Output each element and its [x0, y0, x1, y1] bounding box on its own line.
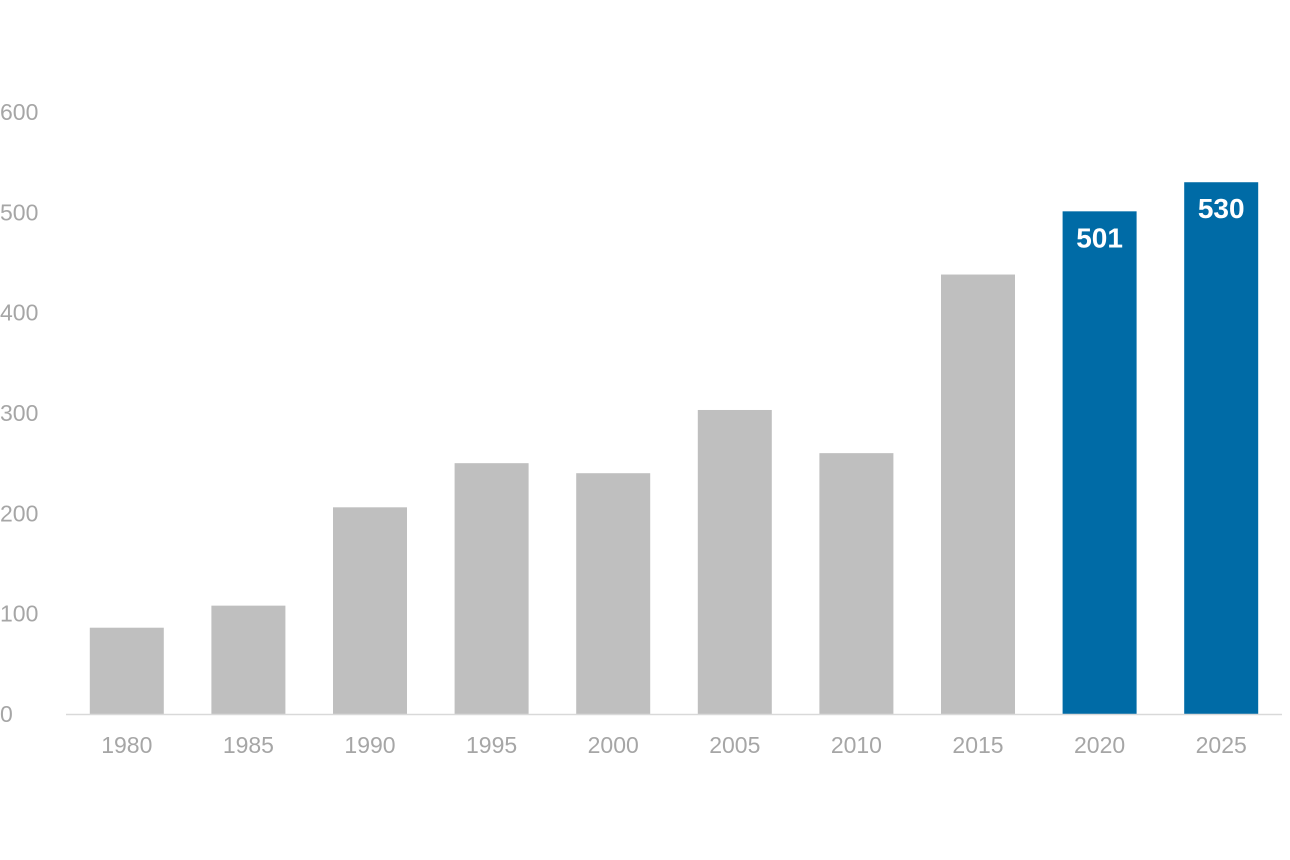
bar-2020 — [1062, 211, 1137, 714]
x-tick-label: 2005 — [709, 732, 760, 758]
x-tick-label: 2015 — [952, 732, 1003, 758]
x-tick-label: 2025 — [1196, 732, 1247, 758]
x-tick-label: 1995 — [466, 732, 517, 758]
x-tick-label: 2000 — [588, 732, 639, 758]
x-axis-ticks: 1980 1985 1990 1995 2000 2005 2010 2015 2020 2025 — [101, 732, 1247, 758]
bar-2000 — [576, 473, 651, 714]
y-tick-label: 500 — [0, 199, 38, 225]
bar-2015 — [941, 274, 1015, 714]
bar-2025 — [1184, 182, 1259, 714]
y-tick-label: 200 — [0, 500, 38, 526]
bars — [89, 182, 1259, 714]
data-label-2020: 501 — [1076, 222, 1123, 253]
x-tick-label: 1980 — [101, 732, 152, 758]
bar-2005 — [697, 409, 772, 714]
bar-1980 — [89, 627, 164, 714]
bar-1995 — [454, 463, 529, 714]
y-tick-label: 300 — [0, 400, 38, 426]
bar-1985 — [211, 605, 286, 714]
x-tick-label: 2010 — [831, 732, 882, 758]
bar-2010 — [819, 453, 894, 714]
y-tick-label: 400 — [0, 300, 38, 326]
data-label-2025: 530 — [1198, 193, 1245, 224]
y-tick-label: 600 — [0, 99, 38, 125]
x-tick-label: 2020 — [1074, 732, 1125, 758]
data-labels: 501 530 — [1076, 193, 1244, 253]
y-tick-label: 100 — [0, 601, 38, 627]
y-tick-label: 0 — [0, 701, 13, 727]
x-tick-label: 1985 — [223, 732, 274, 758]
x-tick-label: 1990 — [344, 732, 395, 758]
bar-1990 — [333, 507, 407, 714]
y-axis-ticks: 0 100 200 300 400 500 600 — [0, 99, 38, 727]
